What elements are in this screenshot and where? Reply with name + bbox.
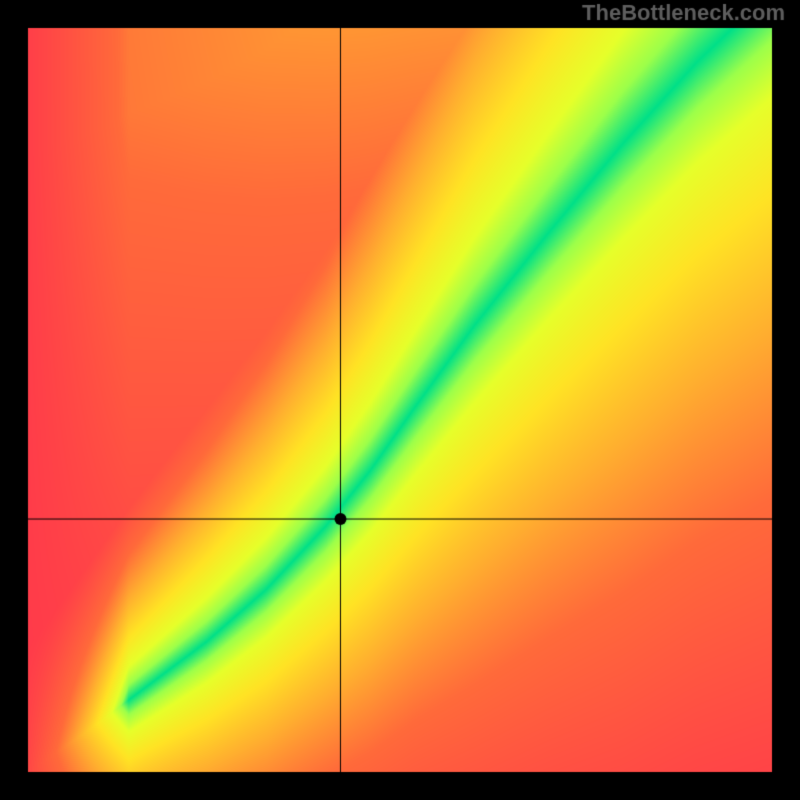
chart-container [0, 0, 800, 800]
bottleneck-chart [0, 0, 800, 800]
